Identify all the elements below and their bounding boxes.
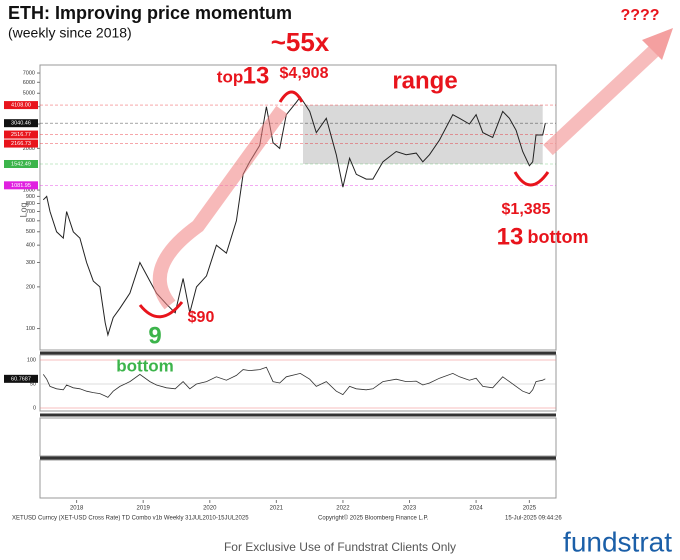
rsi-tick-label: 100 (27, 357, 36, 363)
rsi-panel (39, 354, 557, 412)
annotation: $90 (188, 309, 215, 326)
rsi-box (4, 374, 38, 383)
x-tick-label: 2022 (336, 506, 350, 512)
rsi-line (42, 366, 546, 398)
annotation: bottom (528, 227, 589, 247)
price-panel (39, 64, 557, 351)
annotation: bottom (116, 356, 174, 375)
source-note: XETUSD Curncy (XET-USD Cross Rate) TD Co… (12, 516, 249, 522)
top-curve (278, 90, 304, 103)
y-tick-label: 600 (26, 218, 35, 224)
rsi-last-label: 60.7687 (11, 376, 31, 382)
annotation: $4,908 (280, 65, 329, 82)
annotation: 13 (243, 62, 270, 89)
x-tick-label: 2018 (70, 506, 84, 512)
price-line (42, 96, 546, 337)
level-label: 2516.77 (11, 132, 31, 138)
level-box (4, 130, 38, 139)
level-box (4, 139, 38, 148)
level-label: 1081.95 (11, 183, 31, 189)
source-note: Copyright© 2025 Bloomberg Finance L.P. (318, 515, 429, 522)
y-tick-label: 6000 (23, 80, 35, 86)
x-tick-label: 2024 (469, 506, 483, 512)
x-tick-label: 2019 (137, 506, 151, 512)
y-tick-label: 2000 (23, 146, 35, 152)
bottom-curve (513, 171, 550, 187)
logo: fundstrat (563, 526, 672, 557)
y-axis-label: Log (18, 202, 28, 217)
annotation: 13 (497, 223, 524, 250)
level-label: 1542.49 (11, 161, 31, 167)
annotation: ~55x (271, 27, 330, 57)
y-tick-label: 500 (26, 229, 35, 235)
level-label: 4108.00 (11, 103, 31, 109)
annotation: $1,385 (502, 201, 551, 218)
source-note: 15-Jul-2025 09:44:26 (505, 516, 562, 522)
y-tick-label: 700 (26, 209, 35, 215)
y-tick-label: 1000 (23, 188, 35, 194)
annotation: 9 (148, 322, 161, 349)
chart-title: ETH: Improving price momentum (8, 3, 292, 23)
chart-subtitle: (weekly since 2018) (8, 25, 132, 41)
level-label: 2166.73 (11, 141, 31, 147)
rsi-tick-label: 50 (30, 381, 36, 387)
rsi-tick-label: 0 (33, 405, 36, 411)
level-box (4, 181, 38, 190)
level-box (4, 159, 38, 168)
footer: For Exclusive Use of Fundstrat Clients O… (224, 540, 456, 554)
y-tick-label: 800 (26, 201, 35, 207)
y-tick-label: 300 (26, 260, 35, 266)
level-box (4, 119, 38, 128)
td-panel (39, 417, 557, 457)
td-panel (39, 459, 557, 499)
x-tick-label: 2021 (270, 506, 284, 512)
annotation: ???? (620, 7, 659, 24)
y-tick-label: 7000 (23, 70, 35, 76)
y-tick-label: 400 (26, 243, 35, 249)
y-tick-label: 200 (26, 284, 35, 290)
y-tick-label: 5000 (23, 91, 35, 97)
annotation: range (392, 67, 457, 94)
trend-arrow (152, 105, 288, 310)
y-tick-label: 100 (26, 326, 35, 332)
level-box (4, 101, 38, 110)
x-tick-label: 2020 (203, 506, 217, 512)
x-tick-label: 2025 (523, 506, 537, 512)
level-label: 3040.46 (11, 121, 31, 127)
breakout-arrow (543, 44, 660, 156)
annotation: top (217, 67, 243, 86)
bottom-curve (138, 301, 184, 319)
x-tick-label: 2023 (403, 506, 417, 512)
y-tick-label: 900 (26, 194, 35, 200)
arrow-head (642, 28, 673, 60)
